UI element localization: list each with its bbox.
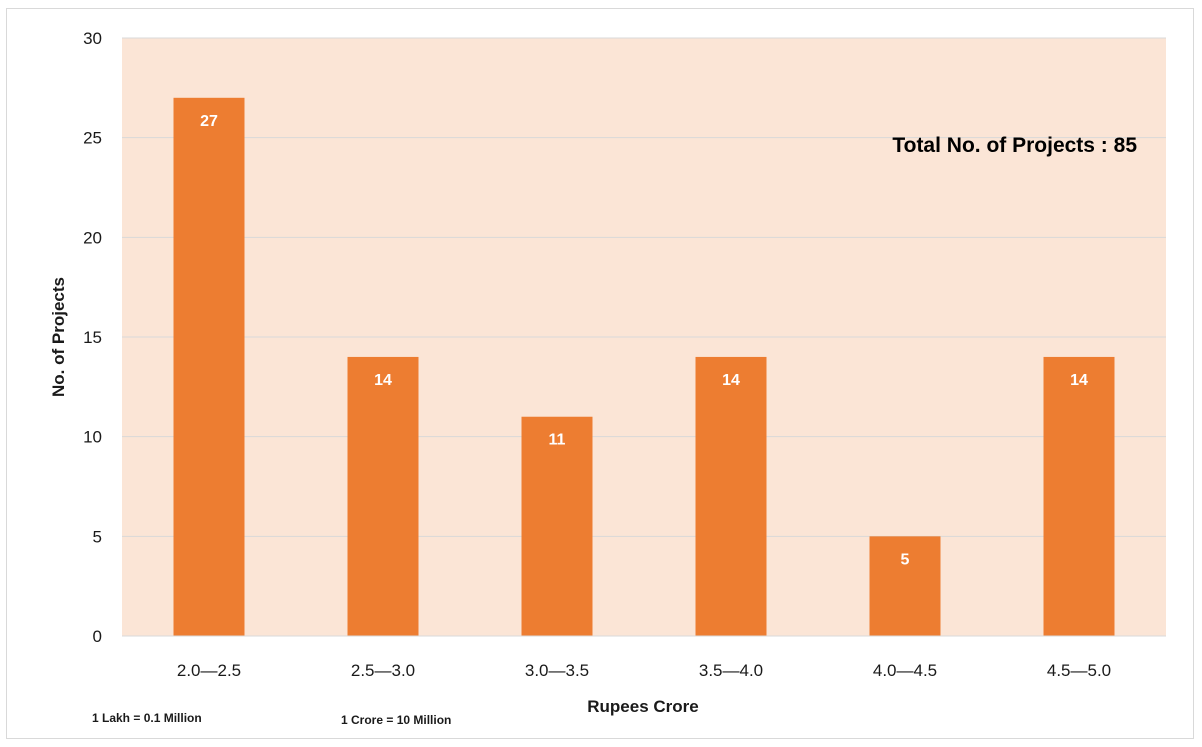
bar-data-label: 14 <box>374 372 392 389</box>
y-tick-label: 0 <box>93 627 102 646</box>
bar <box>1043 356 1115 636</box>
x-axis-ticks: 2.0—2.5 2.5—3.0 3.0—3.5 3.5—4.0 4.0—4.5 4.5—5… <box>177 661 1111 680</box>
bar-data-label: 5 <box>901 551 910 568</box>
gridlines <box>122 37 1166 537</box>
y-axis-label: No. of Projects <box>49 277 68 397</box>
bar-data-label: 14 <box>722 372 740 389</box>
x-tick-label: 3.5—4.0 <box>699 661 763 680</box>
bar <box>173 97 245 637</box>
x-axis-label: Rupees Crore <box>587 697 698 716</box>
x-tick-label: 2.0—2.5 <box>177 661 241 680</box>
lakh-conversion-note: 1 Lakh = 0.1 Million <box>92 711 202 725</box>
y-tick-label: 15 <box>83 328 102 347</box>
y-tick-label: 20 <box>83 228 102 247</box>
bar-data-label: 11 <box>549 432 566 449</box>
y-tick-label: 30 <box>83 29 102 48</box>
bar <box>521 416 593 636</box>
x-tick-label: 3.0—3.5 <box>525 661 589 680</box>
bar <box>695 356 767 636</box>
y-tick-label: 10 <box>83 428 102 447</box>
bar-data-label: 14 <box>1070 372 1088 389</box>
x-tick-label: 2.5—3.0 <box>351 661 415 680</box>
y-tick-label: 25 <box>83 129 102 148</box>
x-tick-label: 4.0—4.5 <box>873 661 937 680</box>
total-projects-annotation: Total No. of Projects : 85 <box>892 134 1137 157</box>
crore-conversion-note: 1 Crore = 10 Million <box>341 713 451 727</box>
bar-data-label: 27 <box>200 113 218 130</box>
bar <box>869 536 941 636</box>
bars: 27 14 11 14 5 14 <box>173 97 1115 637</box>
x-tick-label: 4.5—5.0 <box>1047 661 1111 680</box>
y-axis-ticks: 0 5 10 15 20 25 30 <box>83 29 102 646</box>
y-tick-label: 5 <box>93 527 102 546</box>
bar <box>347 356 419 636</box>
